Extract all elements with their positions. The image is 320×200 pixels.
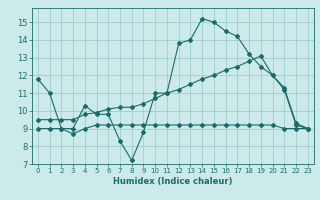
X-axis label: Humidex (Indice chaleur): Humidex (Indice chaleur) [113,177,233,186]
